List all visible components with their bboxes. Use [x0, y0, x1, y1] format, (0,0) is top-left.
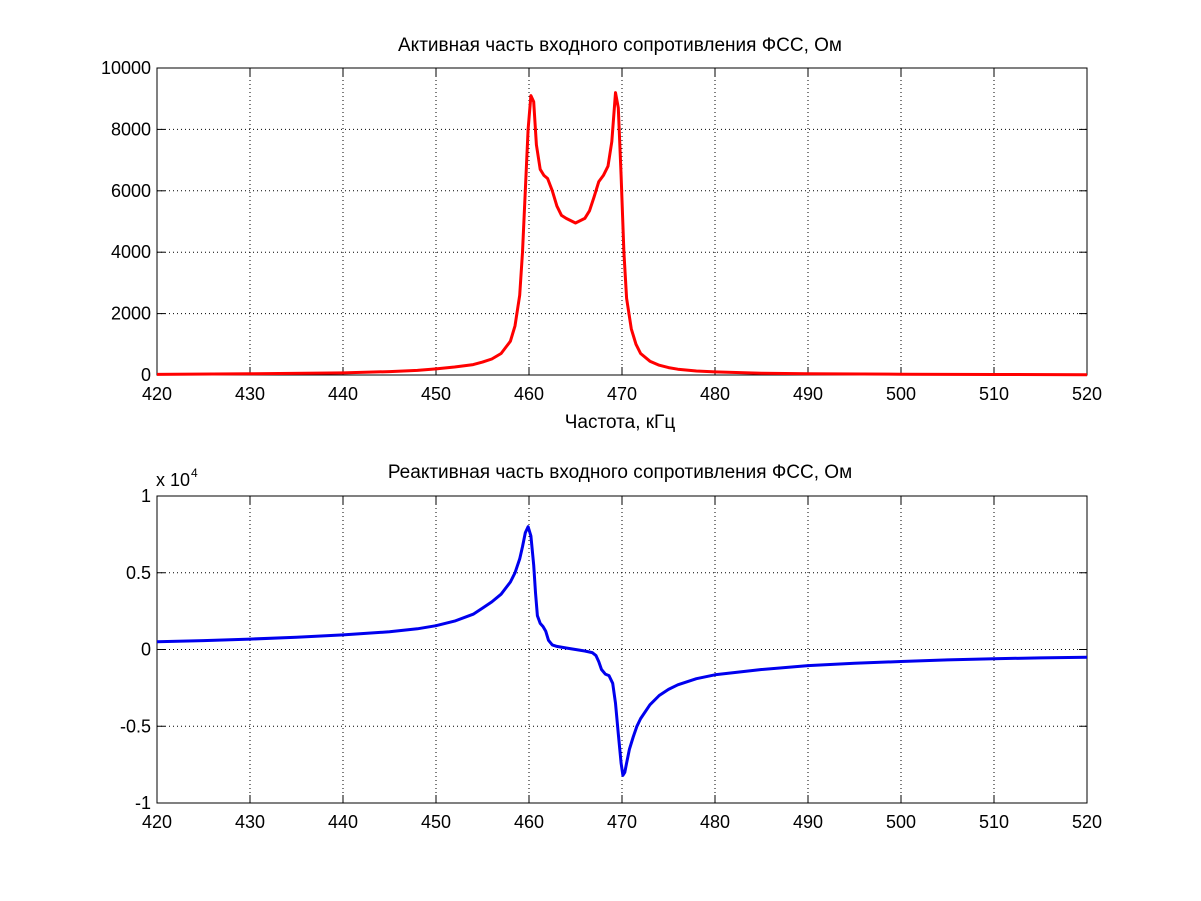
chart-title-reactive: Реактивная часть входного сопротивления …	[388, 462, 852, 483]
y-tick-label-active: 4000	[111, 242, 151, 262]
x-tick-label-reactive: 490	[793, 812, 823, 832]
x-tick-label-reactive: 510	[979, 812, 1009, 832]
x-tick-labels-reactive: 420 430 440 450 460 470 480 490 500 510 520	[142, 812, 1102, 832]
x-tick-label-reactive: 430	[235, 812, 265, 832]
x-tick-label-active: 520	[1072, 384, 1102, 404]
x-tick-label-reactive: 440	[328, 812, 358, 832]
reactive-resistance-chart: Реактивная часть входного сопротивления …	[120, 462, 1102, 832]
x-tick-label-reactive: 420	[142, 812, 172, 832]
x-tick-label-active: 500	[886, 384, 916, 404]
x-tick-label-reactive: 460	[514, 812, 544, 832]
y-tick-labels-reactive: -1 -0.5 0 0.5 1	[120, 486, 151, 813]
y-multiplier-base: x 10	[156, 470, 190, 490]
y-tick-label-reactive: 1	[141, 486, 151, 506]
x-tick-label-active: 490	[793, 384, 823, 404]
svg-text:x 104: x 104	[156, 466, 198, 490]
chart-title-active: Активная часть входного сопротивления ФС…	[398, 35, 842, 56]
y-tick-label-reactive: 0.5	[126, 563, 151, 583]
y-tick-label-active: 2000	[111, 304, 151, 324]
y-tick-label-active: 0	[141, 365, 151, 385]
ticks-reactive	[156, 495, 1088, 804]
y-tick-labels-active: 0 2000 4000 6000 8000 10000	[101, 58, 151, 385]
x-axis-label-active: Частота, кГц	[565, 412, 676, 433]
grid-reactive	[157, 496, 1087, 803]
y-tick-label-reactive: -1	[135, 793, 151, 813]
y-tick-label-reactive: -0.5	[120, 716, 151, 736]
series-line-active	[156, 91, 1088, 377]
x-tick-label-active: 450	[421, 384, 451, 404]
x-tick-label-reactive: 500	[886, 812, 916, 832]
x-tick-label-reactive: 470	[607, 812, 637, 832]
x-tick-label-active: 460	[514, 384, 544, 404]
x-tick-labels-active: 420 430 440 450 460 470 480 490 500 510 520	[142, 384, 1102, 404]
x-tick-label-active: 420	[142, 384, 172, 404]
y-tick-label-active: 8000	[111, 119, 151, 139]
y-tick-label-active: 6000	[111, 181, 151, 201]
y-tick-label-active: 10000	[101, 58, 151, 78]
x-tick-label-reactive: 480	[700, 812, 730, 832]
y-multiplier-exponent: 4	[191, 466, 198, 480]
series-line-reactive	[156, 525, 1088, 777]
active-resistance-chart: Активная часть входного сопротивления ФС…	[101, 35, 1102, 433]
x-tick-label-reactive: 450	[421, 812, 451, 832]
x-tick-label-reactive: 520	[1072, 812, 1102, 832]
x-tick-label-active: 440	[328, 384, 358, 404]
x-tick-label-active: 430	[235, 384, 265, 404]
x-tick-label-active: 510	[979, 384, 1009, 404]
y-multiplier: x 104	[156, 466, 198, 490]
x-tick-label-active: 470	[607, 384, 637, 404]
x-tick-label-active: 480	[700, 384, 730, 404]
y-tick-label-reactive: 0	[141, 640, 151, 660]
